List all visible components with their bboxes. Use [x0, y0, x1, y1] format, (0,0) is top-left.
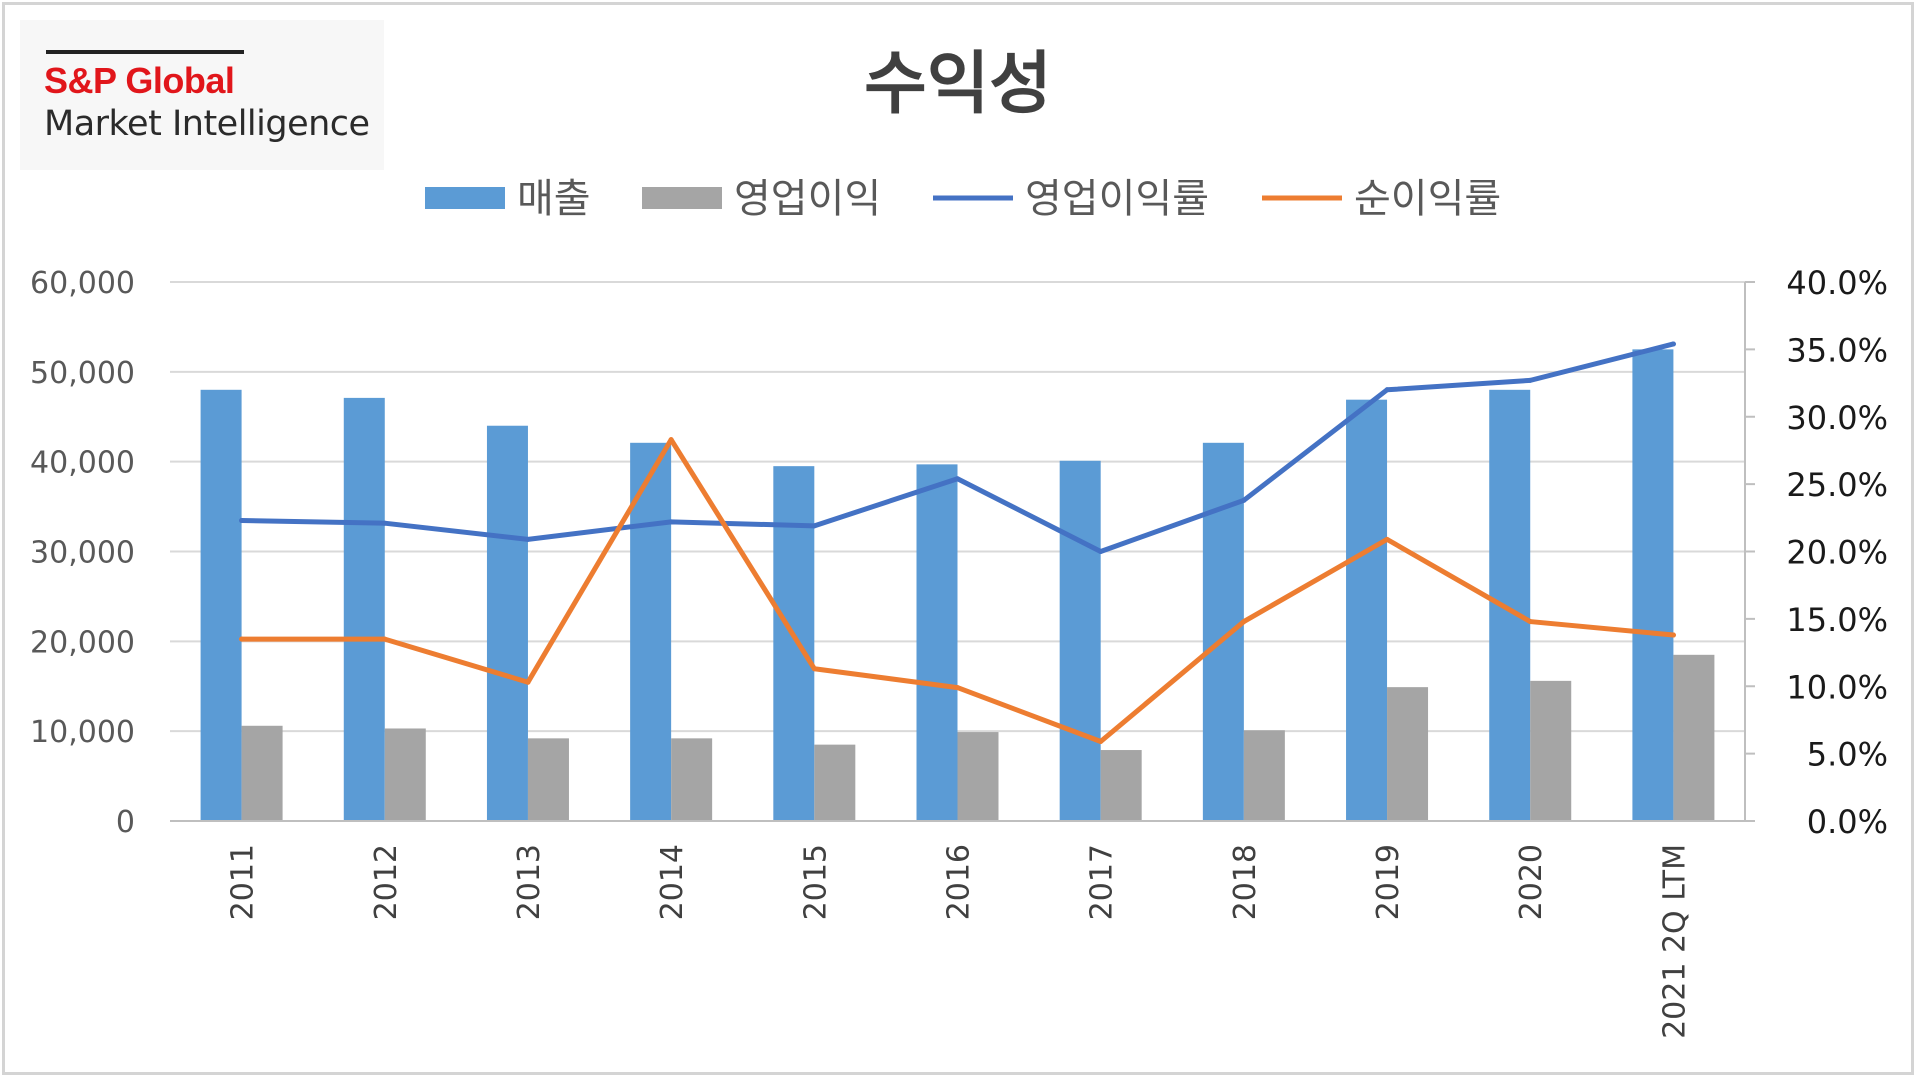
x-tick-label: 2020 — [1514, 844, 1549, 920]
y-right-tick-label: 15.0% — [1786, 601, 1888, 639]
bar-operating-income — [527, 738, 569, 821]
line-net-margin-point — [1670, 632, 1676, 638]
y-right-tick-label: 35.0% — [1786, 331, 1888, 369]
line-operating-margin-point — [1241, 497, 1247, 503]
line-operating-margin-point — [525, 536, 531, 542]
line-net-margin-point — [668, 437, 674, 443]
line-net-margin-point — [382, 636, 388, 642]
legend-label: 영업이익률 — [1025, 176, 1209, 222]
bar-operating-income — [1243, 730, 1285, 821]
legend-label: 영업이익 — [734, 176, 881, 222]
line-operating-margin-point — [239, 518, 245, 524]
y-left-tick-label: 0 — [116, 805, 135, 840]
x-tick-label: 2018 — [1228, 844, 1263, 920]
line-operating-margin-point — [811, 523, 817, 529]
y-right-tick-label: 5.0% — [1807, 736, 1888, 774]
line-operating-margin-point — [1384, 387, 1390, 393]
bar-revenue — [200, 389, 242, 821]
line-operating-margin-point — [1527, 377, 1533, 383]
bar-revenue — [630, 442, 672, 821]
x-tick-label: 2011 — [226, 844, 261, 920]
x-tick-label: 2021 2Q LTM — [1657, 844, 1692, 1039]
line-net-margin-point — [239, 636, 245, 642]
tick-labels: 0 10,000 20,000 30,000 40,000 50,000 60,000 0.0… — [30, 264, 1888, 1039]
bar-operating-income — [384, 728, 426, 821]
bar-revenue — [916, 464, 958, 821]
x-tick-label: 2019 — [1371, 844, 1406, 920]
bar-revenue — [773, 466, 815, 821]
bar-revenue — [1489, 389, 1531, 821]
line-operating-margin-point — [955, 476, 960, 482]
x-tick-label: 2017 — [1085, 844, 1120, 920]
y-left-tick-label: 60,000 — [30, 266, 135, 301]
logo-rule — [46, 50, 244, 54]
legend-swatch — [642, 187, 722, 209]
y-left-tick-label: 10,000 — [30, 715, 135, 750]
y-right-tick-label: 10.0% — [1786, 668, 1888, 706]
bar-revenue — [343, 397, 385, 821]
bar-operating-income — [241, 725, 283, 821]
bar-operating-income — [814, 744, 856, 821]
y-left-tick-label: 30,000 — [30, 536, 135, 571]
logo-sub-text: Market Intelligence — [44, 104, 370, 144]
x-tick-label: 2015 — [798, 844, 833, 920]
line-net-margin-point — [525, 679, 531, 685]
line-net-margin-point — [955, 685, 960, 691]
y-right-tick-label: 30.0% — [1786, 399, 1888, 437]
sp-global-logo: S&P Global Market Intelligence — [20, 20, 384, 170]
bar-operating-income — [1387, 687, 1429, 821]
line-operating-margin-point — [1098, 549, 1104, 554]
legend-label: 매출 — [517, 176, 591, 222]
line-operating-margin-point — [1670, 341, 1676, 347]
line-net-margin-point — [1098, 738, 1104, 744]
y-left-tick-label: 50,000 — [30, 356, 135, 391]
line-operating-margin-point — [668, 519, 674, 525]
bar-revenue — [486, 425, 528, 821]
bar-revenue — [1059, 460, 1101, 821]
bar-operating-income — [1530, 680, 1572, 821]
chart-title: 수익성 — [864, 45, 1052, 124]
logo-brand-text: S&P Global — [44, 60, 235, 101]
legend-swatch — [425, 187, 505, 209]
x-tick-label: 2016 — [942, 844, 977, 920]
x-tick-label: 2012 — [369, 844, 404, 920]
bar-series — [200, 349, 1715, 821]
line-net-margin-point — [1384, 536, 1390, 542]
line-series — [239, 341, 1676, 744]
y-right-tick-label: 40.0% — [1786, 264, 1888, 302]
y-right-tick-label: 25.0% — [1786, 466, 1888, 504]
bar-revenue — [1632, 349, 1674, 821]
legend: 매출 영업이익 영업이익률 순이익률 — [425, 176, 1501, 222]
line-net-margin-point — [1527, 619, 1533, 625]
y-right-tick-label: 0.0% — [1807, 803, 1888, 841]
bar-operating-income — [1100, 750, 1142, 821]
x-tick-label: 2013 — [512, 844, 547, 920]
y-right-tick-label: 20.0% — [1786, 534, 1888, 572]
bar-operating-income — [957, 732, 999, 821]
bar-revenue — [1346, 399, 1388, 821]
bar-operating-income — [1673, 654, 1715, 821]
y-left-tick-label: 20,000 — [30, 625, 135, 660]
axes — [170, 281, 1755, 822]
line-net-margin-point — [811, 666, 817, 672]
line-operating-margin-point — [382, 520, 388, 526]
bar-revenue — [1202, 442, 1244, 821]
x-tick-label: 2014 — [655, 844, 690, 920]
y-left-tick-label: 40,000 — [30, 446, 135, 481]
legend-label: 순이익률 — [1354, 176, 1501, 222]
line-net-margin-point — [1241, 619, 1247, 625]
bar-operating-income — [671, 738, 713, 821]
